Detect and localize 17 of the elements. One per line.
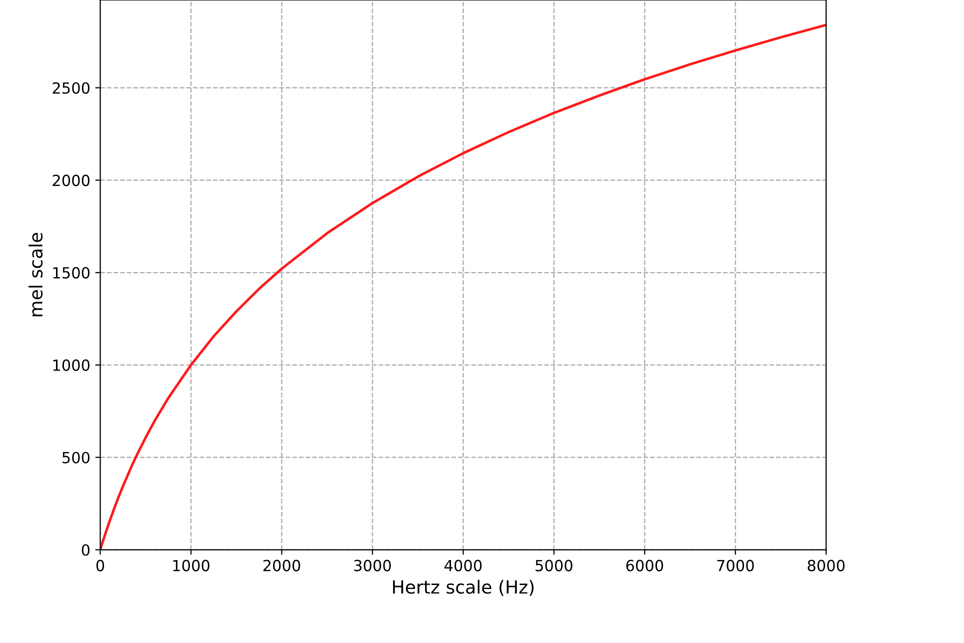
x-tick-label: 1000 [173,560,210,572]
x-tick-label: 3000 [354,560,391,572]
y-tick-label: 2000 [52,174,90,186]
x-tick-label: 4000 [444,560,482,572]
x-tick-label: 2000 [263,560,300,572]
x-tick-label: 5000 [536,560,572,572]
y-tick-label: 500 [62,452,90,464]
x-tick-label: 0 [96,560,104,572]
y-tick-label: 1000 [53,359,90,371]
y-axis-title: mel scale [28,232,43,316]
x-tick-label: 7000 [717,560,754,572]
x-tick-label: 6000 [626,560,664,572]
y-tick-label: 2500 [52,82,90,94]
x-tick-label: 8000 [808,560,845,572]
y-tick-label: 1500 [53,267,90,279]
x-axis-title: Hertz scale (Hz) [393,580,534,596]
y-tick-label: 0 [82,544,90,556]
